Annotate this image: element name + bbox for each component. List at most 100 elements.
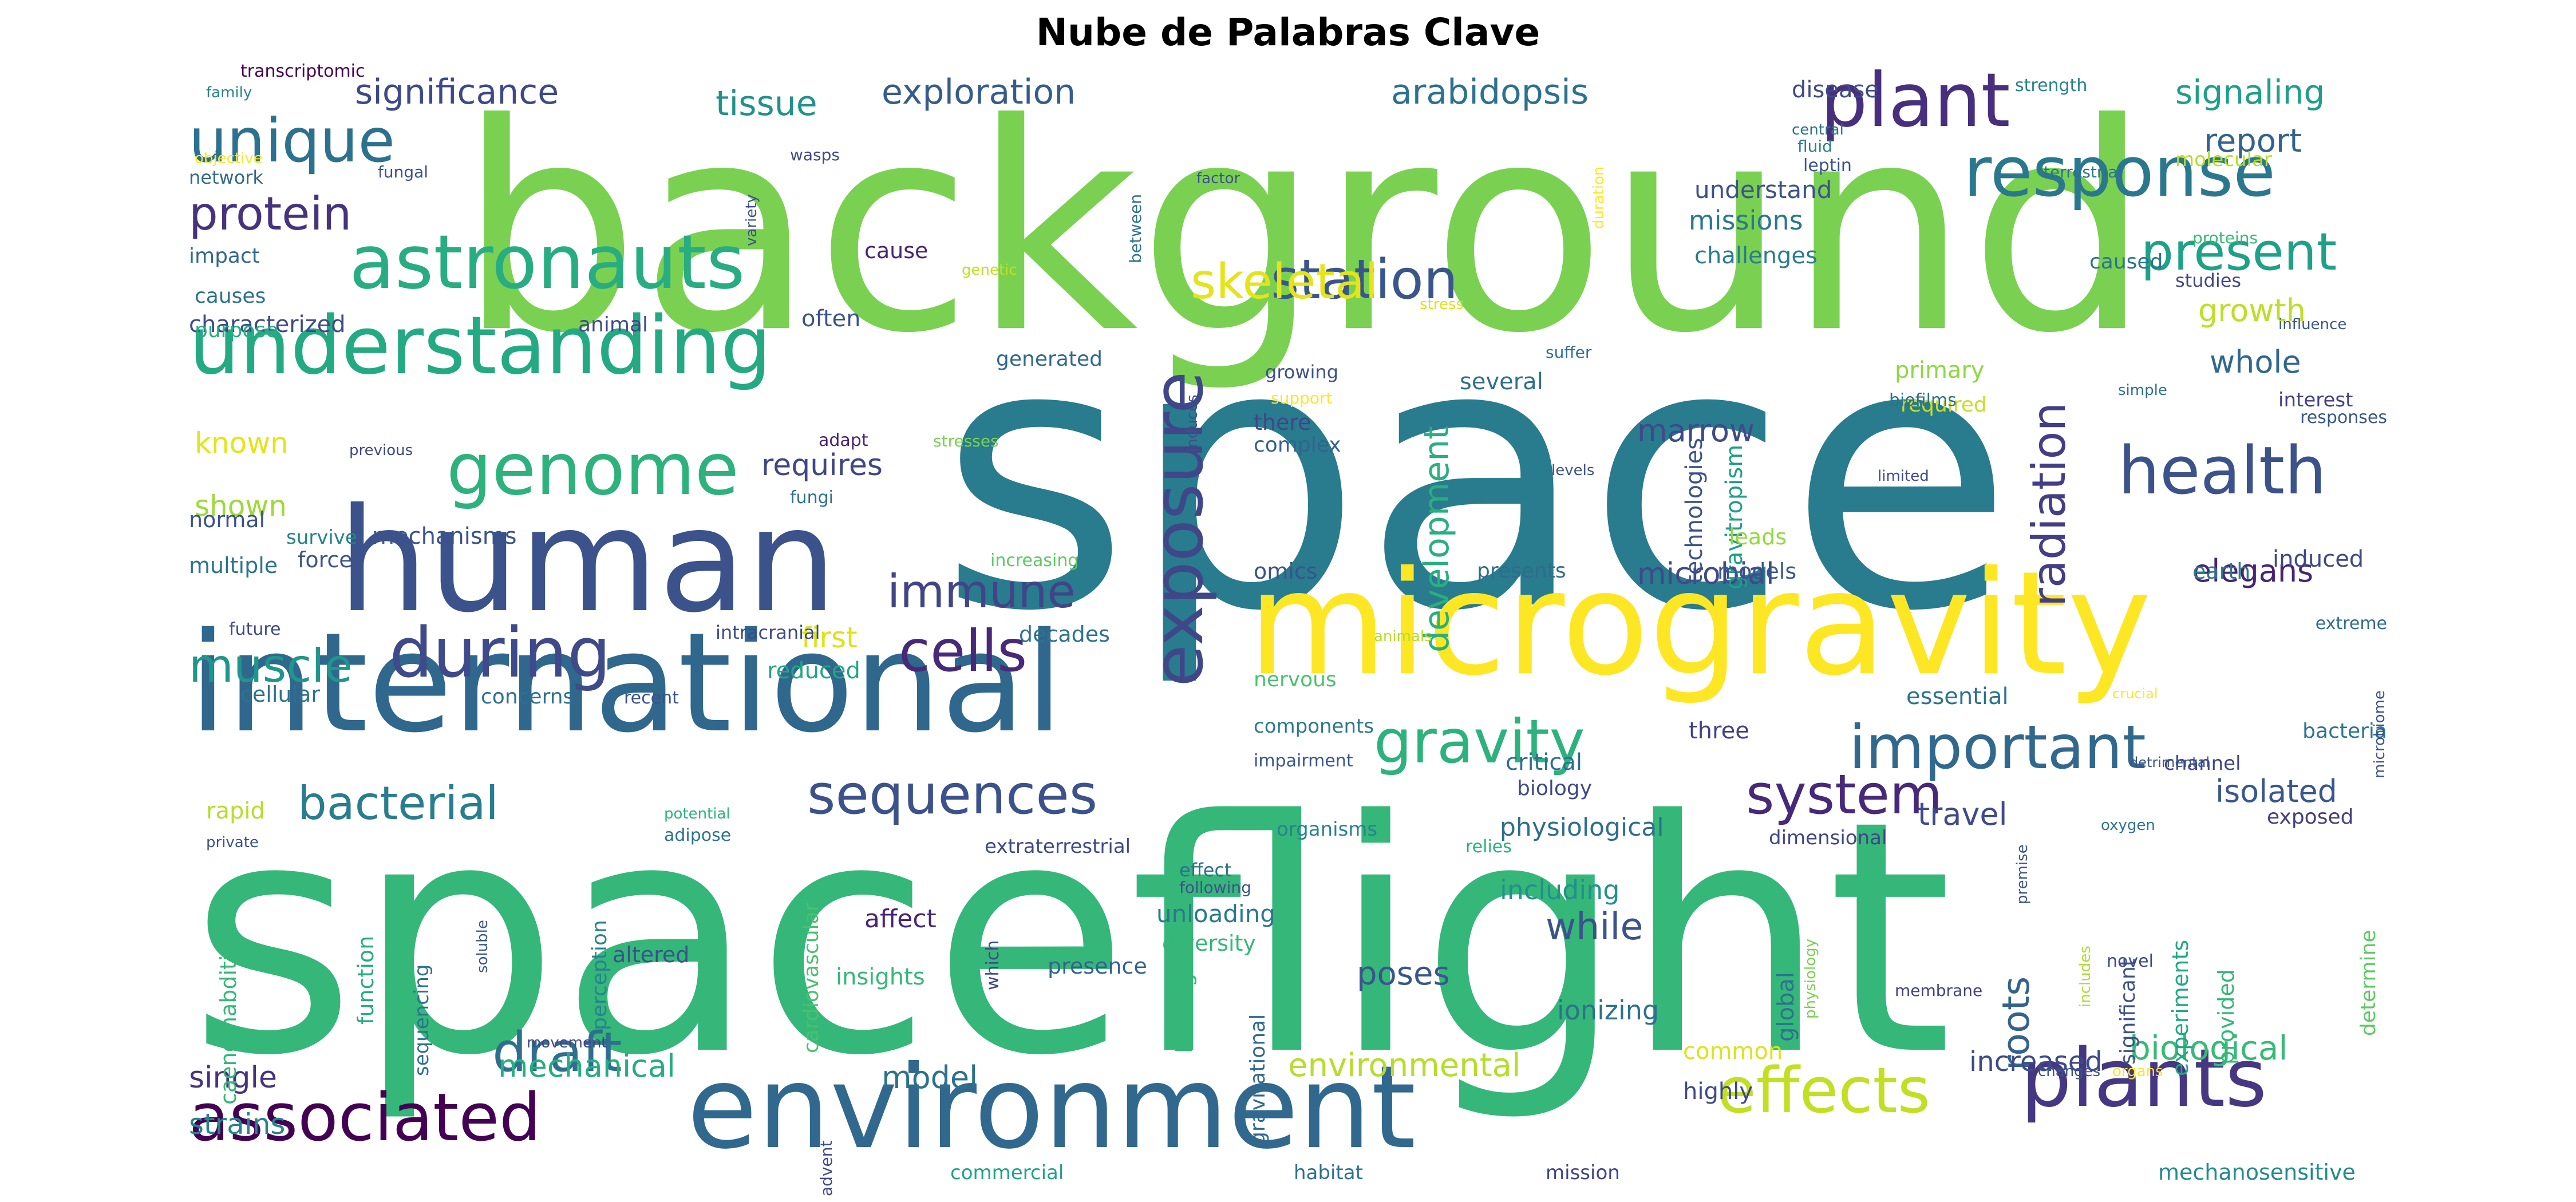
word-several: several bbox=[1460, 369, 1543, 396]
word-altered: altered bbox=[613, 942, 690, 967]
word-presents: presents bbox=[1477, 559, 1566, 583]
word-although: although bbox=[1065, 982, 1131, 1000]
word-understand: understand bbox=[1694, 175, 1832, 204]
word-marrow: marrow bbox=[1637, 412, 1755, 449]
word-wasps: wasps bbox=[790, 145, 840, 165]
word-station: station bbox=[1271, 248, 1458, 312]
word-experiments: experiments bbox=[2168, 939, 2193, 1076]
word-impact: impact bbox=[189, 244, 260, 268]
word-exploration: exploration bbox=[882, 72, 1076, 112]
word-movement: movement bbox=[527, 1034, 607, 1051]
word-adapt: adapt bbox=[819, 430, 868, 451]
word-influence: influence bbox=[2278, 315, 2347, 333]
word-environment: environment bbox=[687, 1041, 1416, 1175]
word-models: models bbox=[1717, 558, 1797, 584]
word-there: there bbox=[1254, 409, 1311, 435]
word-cloud: space spaceflight background microgravity in… bbox=[189, 61, 2388, 1196]
word-genome: genome bbox=[447, 428, 739, 511]
word-premise: premise bbox=[2014, 844, 2031, 904]
word-crucial: crucial bbox=[2112, 686, 2158, 702]
word-omics: omics bbox=[1254, 558, 1318, 584]
word-oxygen: oxygen bbox=[2101, 816, 2155, 834]
word-stress: stress bbox=[1420, 295, 1464, 313]
word-advent: advent bbox=[817, 1140, 836, 1196]
word-unique: unique bbox=[189, 105, 396, 176]
word-known: known bbox=[195, 426, 289, 460]
word-growth: growth bbox=[2198, 292, 2306, 329]
word-strains: strains bbox=[189, 1108, 286, 1141]
word-sequencing: sequencing bbox=[410, 964, 433, 1077]
word-adipose: adipose bbox=[664, 825, 732, 846]
word-normal: normal bbox=[189, 507, 266, 532]
word-immune: immune bbox=[887, 565, 1076, 619]
word-duration: duration bbox=[1590, 166, 1607, 229]
word-gravitational: gravitational bbox=[1246, 1014, 1270, 1145]
word-interest: interest bbox=[2278, 389, 2353, 412]
word-effect: effect bbox=[1179, 859, 1232, 881]
word-mechanisms: mechanisms bbox=[372, 523, 517, 550]
word-affect: affect bbox=[864, 904, 937, 934]
word-novel: novel bbox=[2107, 951, 2154, 972]
word-model: model bbox=[882, 1059, 978, 1096]
word-includes: includes bbox=[2077, 946, 2094, 1007]
word-induces: induces bbox=[1184, 394, 1201, 452]
word-arabidopsis: arabidopsis bbox=[1391, 72, 1589, 112]
word-commercial: commercial bbox=[950, 1161, 1064, 1185]
word-development: development bbox=[1417, 426, 1457, 653]
word-while: while bbox=[1546, 905, 1643, 948]
word-exposed: exposed bbox=[2267, 805, 2354, 829]
word-between: between bbox=[1126, 193, 1145, 263]
word-bacterial: bacterial bbox=[298, 777, 499, 831]
word-shown: shown bbox=[195, 489, 287, 523]
word-increasing: increasing bbox=[990, 551, 1079, 571]
word-associated: associated bbox=[189, 1079, 542, 1156]
word-soluble: soluble bbox=[474, 920, 491, 973]
word-insights: insights bbox=[836, 964, 925, 991]
word-international: international bbox=[189, 603, 1064, 764]
word-technologies: technologies bbox=[1681, 438, 1708, 584]
word-signaling: signaling bbox=[2175, 73, 2325, 112]
word-cardiovascular: cardiovascular bbox=[800, 903, 823, 1054]
chart-title: Nube de Palabras Clave bbox=[1036, 10, 1540, 54]
word-poses: poses bbox=[1357, 955, 1450, 993]
word-exposure: exposure bbox=[1139, 371, 1219, 687]
word-function: function bbox=[353, 935, 378, 1025]
word-following: following bbox=[1179, 878, 1251, 897]
word-limited: limited bbox=[1878, 467, 1929, 485]
word-highly: highly bbox=[1683, 1078, 1753, 1105]
word-studies: studies bbox=[2175, 269, 2242, 291]
word-recent: recent bbox=[624, 688, 679, 709]
word-fungal: fungal bbox=[378, 163, 429, 182]
word-skeletal: skeletal bbox=[1191, 254, 1378, 311]
word-concerns: concerns bbox=[481, 685, 574, 709]
word-microbial: microbial bbox=[1637, 557, 1775, 592]
word-simple: simple bbox=[2118, 381, 2167, 399]
word-requires: requires bbox=[761, 448, 883, 483]
word-increased: increased bbox=[1969, 1045, 2103, 1078]
word-cause: cause bbox=[864, 238, 929, 263]
word-single: single bbox=[189, 1061, 277, 1096]
word-significant: significant bbox=[2116, 958, 2140, 1065]
word-microgravity: microgravity bbox=[1248, 540, 2152, 707]
word-changes: changes bbox=[2038, 1062, 2101, 1080]
word-health: health bbox=[2118, 432, 2327, 509]
word-during: during bbox=[389, 613, 611, 693]
word-induced: induced bbox=[2273, 546, 2364, 573]
word-variety: variety bbox=[743, 194, 760, 246]
word-cellular: cellular bbox=[240, 681, 320, 707]
word-transcriptomic: transcriptomic bbox=[240, 61, 365, 82]
word-dimensional: dimensional bbox=[1769, 827, 1887, 850]
word-presence: presence bbox=[1048, 953, 1147, 979]
word-support: support bbox=[1271, 389, 1333, 408]
word-fungi: fungi bbox=[790, 488, 833, 508]
word-biology: biology bbox=[1517, 777, 1593, 801]
word-forces: forces bbox=[298, 547, 364, 572]
word-mechanosensitive: mechanosensitive bbox=[2158, 1159, 2356, 1185]
word-significance: significance bbox=[355, 72, 559, 112]
word-unloading: unloading bbox=[1156, 899, 1275, 928]
word-gravity: gravity bbox=[1374, 706, 1585, 777]
word-mechanical: mechanical bbox=[498, 1047, 675, 1084]
word-missions: missions bbox=[1689, 205, 1803, 236]
word-channel: channel bbox=[2164, 752, 2241, 776]
word-generated: generated bbox=[996, 347, 1103, 371]
